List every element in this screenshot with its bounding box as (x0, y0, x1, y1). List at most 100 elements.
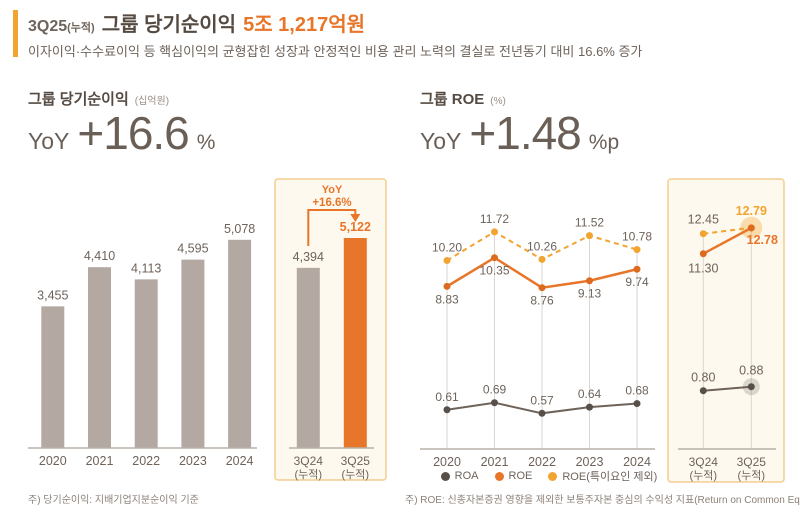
label-roe-adjusted-2020: 10.20 (432, 241, 462, 255)
bar-2021 (88, 267, 111, 448)
header-amount: 5조 1,217억원 (243, 14, 366, 36)
box-label-roa-3Q25: 0.88 (739, 364, 763, 378)
yoy-annotation-value: +16.6% (312, 197, 351, 209)
box-point-roe-3Q25 (747, 224, 755, 232)
point-roe-2020 (443, 282, 451, 290)
right-panel-title: 그룹 ROE (420, 91, 485, 108)
left-yoy-unit: % (196, 131, 216, 154)
legend-item-roa: ROA (440, 470, 479, 482)
bar-value-2020: 3,455 (37, 288, 68, 302)
bar-value-3Q25: 5,122 (340, 220, 371, 234)
label-roa-2020: 0.61 (435, 390, 459, 404)
left-panel-title: 그룹 당기순이익 (28, 91, 129, 108)
x-label-2023: 2023 (179, 454, 207, 468)
label-roe-adjusted-2023: 11.52 (575, 216, 604, 230)
header-subtitle: 이자이익·수수료이익 등 핵심이익의 균형잡힌 성장과 안정적인 비용 관리 노… (28, 44, 643, 59)
left-yoy: YoY +16.6 % (28, 106, 215, 160)
box-point-roa-3Q24 (699, 387, 707, 395)
x-sublabel-3Q24: (누적) (295, 468, 323, 481)
bar-2024 (228, 239, 252, 448)
point-roa-2023 (586, 403, 593, 411)
box-point-roa-3Q25 (747, 383, 755, 391)
header-accent-bar (13, 10, 18, 57)
footnote-net-income: 주) 당기순이익: 지배기업지분순이익 기준 (28, 495, 199, 506)
roa-dot-icon (440, 471, 450, 481)
x-label-2021: 2021 (481, 455, 509, 469)
label-roa-2021: 0.69 (483, 383, 507, 397)
box-label-roe-adjusted-3Q25: 12.79 (736, 204, 767, 218)
x-label-2024: 2024 (623, 455, 651, 469)
yoy-bracket-arrow (307, 209, 357, 246)
x-sublabel-3Q25: (누적) (342, 468, 370, 481)
box-label-roe-adjusted-3Q24: 12.45 (688, 213, 719, 227)
bar-value-3Q24: 4,394 (293, 250, 324, 264)
label-roa-2024: 0.68 (625, 384, 649, 398)
roe-adjusted-dot-icon (548, 471, 558, 481)
footnote-roe: 주) ROE: 신종자본증권 영향을 제외한 보통주자본 중심의 수익성 지표(… (405, 495, 800, 506)
right-yoy-unit: %p (588, 131, 620, 154)
label-roe-2021: 10.35 (479, 264, 509, 278)
bar-2023 (181, 259, 205, 448)
bar-3Q24 (296, 267, 320, 448)
box-x-label-3Q25: 3Q25 (737, 455, 767, 469)
header-period-suffix: (누적) (67, 22, 95, 34)
x-label-2020: 2020 (39, 454, 67, 468)
bar-value-2022: 4,113 (131, 261, 161, 275)
legend-label-roa: ROA (454, 470, 479, 482)
point-roe-2024 (633, 265, 641, 273)
x-label-2021: 2021 (86, 454, 114, 468)
box-label-roa-3Q24: 0.80 (691, 371, 715, 385)
box-x-sublabel-3Q24: (누적) (690, 469, 718, 482)
x-label-2022: 2022 (528, 455, 556, 469)
label-roe-2022: 8.76 (530, 294, 554, 308)
box-point-roe-3Q24 (699, 250, 707, 258)
bar-2022 (134, 279, 158, 448)
point-roa-2022 (538, 409, 546, 417)
point-roa-2024 (633, 400, 641, 408)
x-label-2020: 2020 (433, 455, 461, 469)
x-label-3Q25: 3Q25 (341, 454, 371, 468)
left-panel-unit: (십억원) (134, 96, 170, 107)
bar-3Q25 (343, 238, 367, 448)
yoy-annotation-label: YoY (322, 184, 343, 196)
left-yoy-value: +16.6 (77, 107, 189, 159)
legend-item-roe: ROE (494, 470, 533, 482)
right-panel-title-row: 그룹 ROE (%) (420, 88, 506, 109)
point-roe-adjusted-2020 (443, 257, 451, 265)
box-x-label-3Q24: 3Q24 (689, 455, 719, 469)
label-roa-2022: 0.57 (530, 393, 554, 407)
roe-dot-icon (494, 471, 504, 481)
roe-chart-legend: ROA ROE ROE(특이요인 제외) (434, 468, 664, 484)
point-roe-adjusted-2021 (491, 228, 498, 236)
point-roe-adjusted-2023 (586, 232, 593, 240)
bar-value-2021: 4,410 (84, 249, 115, 263)
legend-label-roe-adjusted: ROE(특이요인 제외) (562, 471, 658, 483)
series-line (703, 385, 752, 392)
x-label-3Q24: 3Q24 (294, 454, 324, 468)
label-roe-adjusted-2024: 10.78 (622, 230, 652, 244)
roe-line-chart: 10.20 8.83 0.61 2020 11.72 10.35 0.69 2021 10.26… (420, 178, 785, 483)
label-roe-adjusted-2021: 11.72 (480, 212, 509, 226)
box-x-sublabel-3Q25: (누적) (738, 469, 766, 482)
point-roa-2021 (491, 399, 498, 407)
header-title: 그룹 당기순이익 (101, 14, 237, 36)
x-label-2023: 2023 (576, 455, 604, 469)
label-roe-adjusted-2022: 10.26 (527, 239, 557, 253)
point-roa-2020 (443, 406, 451, 414)
point-roe-2021 (491, 254, 498, 262)
right-yoy: YoY +1.48 %p (420, 106, 619, 160)
box-point-roe-adjusted-3Q24 (699, 230, 707, 238)
point-roe-adjusted-2024 (633, 246, 641, 254)
legend-label-roe: ROE (508, 470, 533, 482)
series-line (703, 226, 752, 235)
x-label-2024: 2024 (226, 454, 254, 468)
net-income-bar-chart: 3,455 2020 4,410 2021 4,113 2022 4,595 2023 5,07… (28, 178, 387, 481)
bar-value-2023: 4,595 (177, 242, 208, 256)
label-roa-2023: 0.64 (578, 387, 602, 401)
label-roe-2024: 9.74 (625, 275, 649, 289)
point-roe-2022 (538, 284, 546, 292)
point-roe-adjusted-2022 (538, 255, 546, 263)
bar-value-2024: 5,078 (224, 222, 255, 236)
x-label-2022: 2022 (132, 454, 160, 468)
right-panel-unit: (%) (490, 96, 506, 107)
